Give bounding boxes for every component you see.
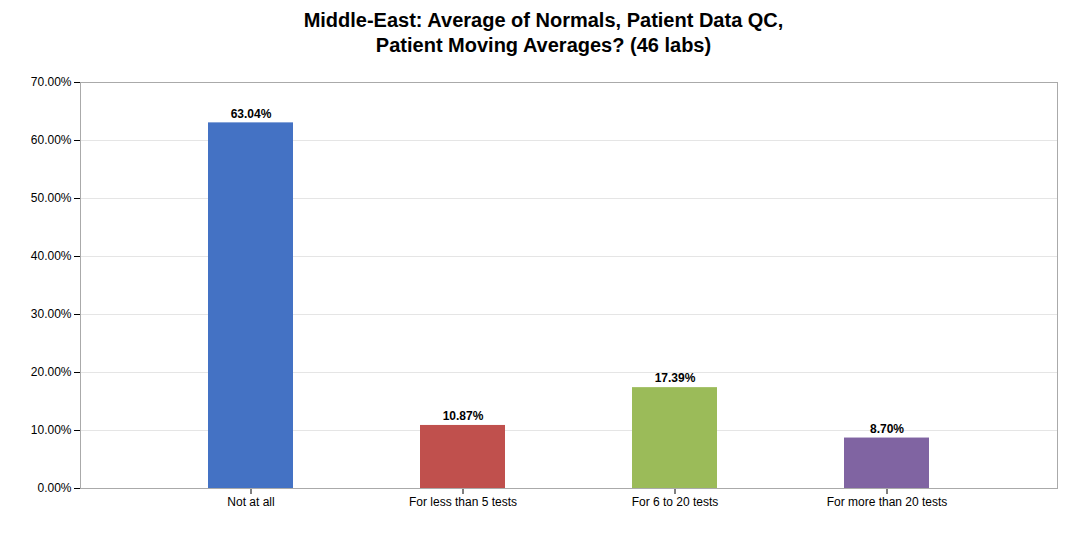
svg-text:10.00%: 10.00% xyxy=(31,423,72,437)
svg-text:63.04%: 63.04% xyxy=(231,107,272,121)
svg-text:40.00%: 40.00% xyxy=(31,249,72,263)
svg-text:60.00%: 60.00% xyxy=(31,133,72,147)
svg-text:8.70%: 8.70% xyxy=(870,422,904,436)
svg-text:50.00%: 50.00% xyxy=(31,191,72,205)
html-text:Middle-East: Average of Normal: Middle-East: Average of Normals, Patient… xyxy=(303,9,784,56)
svg-text:70.00%: 70.00% xyxy=(31,75,72,89)
svg-text:0.00%: 0.00% xyxy=(37,481,71,495)
svg-text:For less than 5 tests: For less than 5 tests xyxy=(409,495,517,509)
svg-text:17.39%: 17.39% xyxy=(655,371,696,385)
svg-text:20.00%: 20.00% xyxy=(31,365,72,379)
svg-text:For more than 20 tests: For more than 20 tests xyxy=(827,495,948,509)
svg-text:30.00%: 30.00% xyxy=(31,307,72,321)
svg-text:10.87%: 10.87% xyxy=(443,409,484,423)
svg-text:For 6 to 20 tests: For 6 to 20 tests xyxy=(632,495,719,509)
svg-text:Not at all: Not at all xyxy=(227,495,274,509)
